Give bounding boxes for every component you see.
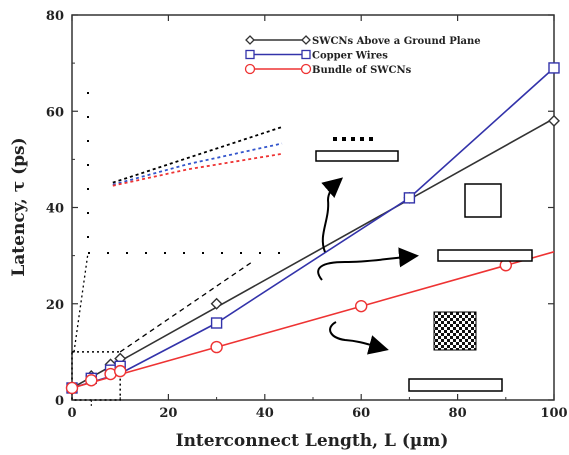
swcn-dot: [369, 137, 373, 141]
x-tick-label-40: 40: [256, 406, 274, 421]
bundle-ground-rect: [408, 378, 503, 392]
series-line-2: [71, 251, 555, 389]
point-0-13: [548, 114, 560, 127]
zoom-inset: [71, 92, 283, 408]
point-2-0: [65, 381, 79, 395]
copper-wire-square: [464, 183, 502, 218]
y-tick-label-40: 40: [46, 202, 64, 217]
legend-marker-1: [245, 49, 255, 60]
x-tick-label-100: 100: [540, 406, 567, 421]
x-axis-title: Interconnect Length, L (µm): [176, 431, 449, 451]
point-1-13: [548, 62, 560, 74]
point-1-11: [210, 317, 223, 329]
y-tick-label-20: 20: [46, 298, 64, 313]
cross-section-icons: [315, 137, 533, 392]
inset-series-1: [112, 142, 283, 186]
bundle-checker-square: [433, 311, 477, 351]
legend-label-2: Bundle of SWCNs: [312, 65, 412, 76]
y-tick-label-80: 80: [46, 9, 64, 24]
zoom-region-box: [71, 351, 121, 401]
point-2-10: [113, 364, 127, 378]
swcn-dot: [333, 137, 337, 141]
swcn-dot: [342, 137, 346, 141]
ground-plane-rect: [315, 150, 399, 162]
x-tick-label-60: 60: [352, 406, 370, 421]
ticks-layer: 0 20 40 60 80 100 0 20 40 60 80: [46, 9, 568, 421]
arrow-to-copper: [317, 247, 419, 281]
legend-marker-1: [301, 49, 311, 60]
arrow-to-swcn: [321, 177, 344, 253]
legend: SWCNs Above a Ground Plane Copper Wires Bu…: [244, 35, 481, 76]
inset-series-0: [112, 126, 283, 184]
legend-marker-2: [244, 63, 256, 75]
swcn-dot: [360, 137, 364, 141]
point-1-12: [403, 192, 416, 204]
point-2-11: [210, 340, 223, 354]
point-2-12: [355, 299, 368, 313]
y-axis-title: Latency, τ (ps): [9, 137, 29, 276]
x-tick-label-80: 80: [449, 406, 467, 421]
point-2-4: [85, 374, 98, 387]
legend-marker-0: [301, 35, 311, 45]
legend-marker-2: [300, 63, 312, 75]
inset-series-2: [112, 152, 283, 187]
copper-ground-rect: [437, 249, 533, 262]
point-0-11: [210, 297, 223, 310]
legend-marker-0: [245, 35, 255, 45]
y-tick-label-60: 60: [46, 105, 64, 120]
series-line-0: [71, 117, 555, 389]
x-tick-label-0: 0: [67, 406, 76, 421]
series-line-1: [71, 67, 555, 389]
y-tick-label-0: 0: [55, 394, 64, 409]
arrow-to-bundle: [329, 321, 389, 355]
inset-connector-left: [73, 252, 89, 352]
series-layer: [65, 62, 560, 395]
x-tick-label-20: 20: [159, 406, 177, 421]
swcn-dot: [351, 137, 355, 141]
legend-label-1: Copper Wires: [312, 51, 388, 62]
legend-label-0: SWCNs Above a Ground Plane: [312, 36, 481, 47]
